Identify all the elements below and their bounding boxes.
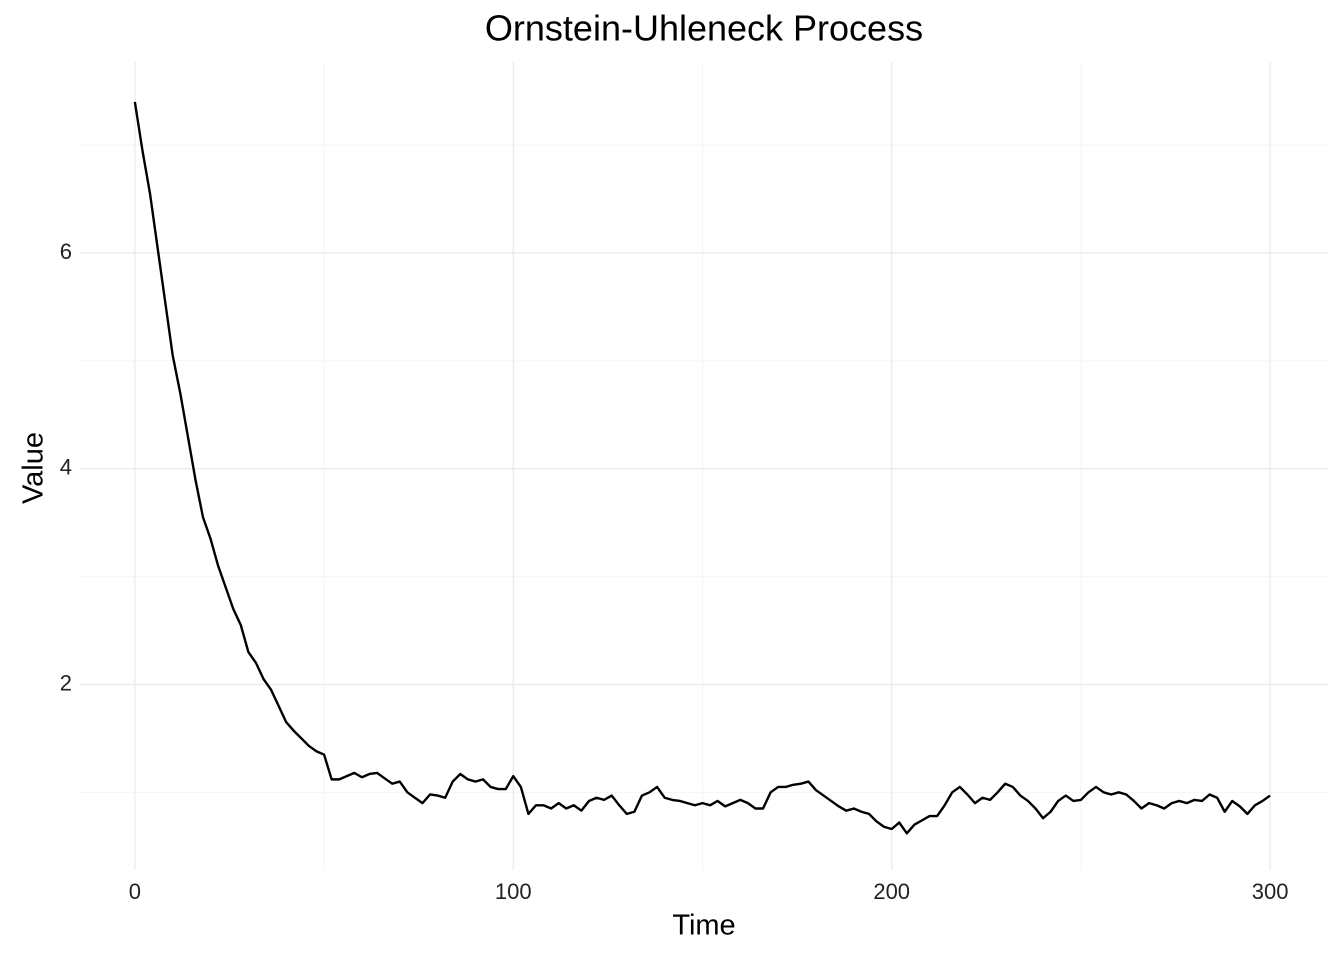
y-tick-label: 4 — [60, 455, 72, 480]
x-tick-label: 0 — [129, 879, 141, 904]
x-tick-label: 300 — [1252, 879, 1289, 904]
y-axis-label: Value — [18, 432, 50, 504]
chart-title: Ornstein-Uhleneck Process — [485, 8, 923, 49]
x-axis-label: Time — [672, 910, 735, 942]
x-tick-label: 200 — [873, 879, 910, 904]
line — [133, 101, 1271, 835]
y-tick-label: 2 — [60, 670, 72, 695]
y-tick-label: 6 — [60, 239, 72, 264]
x-tick-label: 100 — [495, 879, 532, 904]
